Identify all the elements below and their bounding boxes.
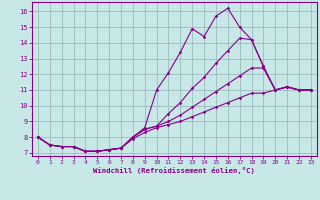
X-axis label: Windchill (Refroidissement éolien,°C): Windchill (Refroidissement éolien,°C) [93,167,255,174]
